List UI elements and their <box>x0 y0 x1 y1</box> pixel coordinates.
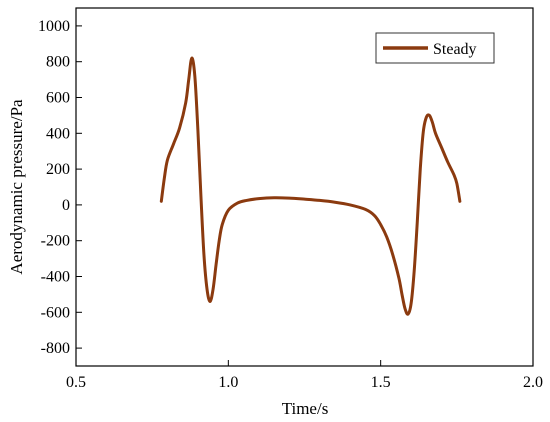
y-tick-label: 200 <box>46 161 70 178</box>
x-axis-title: Time/s <box>282 399 329 418</box>
x-tick-label: 1.0 <box>218 374 238 391</box>
y-tick-label: 0 <box>62 197 70 214</box>
y-tick-label: 1000 <box>38 18 70 35</box>
y-tick-label: -800 <box>41 340 70 357</box>
y-tick-label: -600 <box>41 304 70 321</box>
x-axis-ticks: 0.5 1.0 1.5 2.0 <box>66 360 543 391</box>
series-line-steady <box>159 56 462 316</box>
y-tick-label: -200 <box>41 233 70 250</box>
x-tick-label: 0.5 <box>66 374 86 391</box>
legend-label-steady: Steady <box>433 41 477 58</box>
x-tick-label: 2.0 <box>523 374 543 391</box>
y-axis-title: Aerodynamic pressure/Pa <box>7 99 26 275</box>
y-tick-label: -400 <box>41 269 70 286</box>
y-tick-label: 400 <box>46 125 70 142</box>
y-axis-ticks: -800 -600 -400 -200 0 200 400 600 800 1000 <box>38 18 82 357</box>
legend: Steady <box>375 32 495 64</box>
y-tick-label: 800 <box>46 54 70 71</box>
y-tick-label: 600 <box>46 90 70 107</box>
x-tick-label: 1.5 <box>371 374 391 391</box>
